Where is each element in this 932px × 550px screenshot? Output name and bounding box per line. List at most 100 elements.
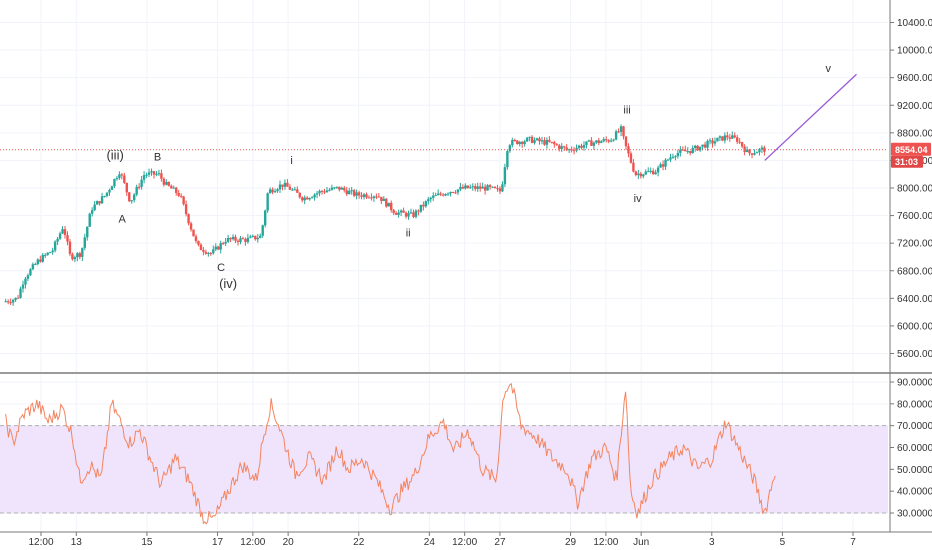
candle <box>135 184 138 197</box>
candle-body <box>234 236 237 241</box>
candle-body <box>642 174 645 177</box>
candle-body <box>214 246 217 250</box>
candle-body <box>417 210 420 212</box>
candle-body <box>703 144 707 148</box>
candle-body <box>745 149 749 152</box>
candle-body <box>179 195 183 197</box>
candle-body <box>382 198 386 201</box>
candle <box>370 193 373 201</box>
candle-body <box>150 171 153 173</box>
candle <box>402 207 405 213</box>
candle-body <box>508 145 512 152</box>
candle <box>745 146 749 153</box>
candle-body <box>39 259 42 262</box>
candle-body <box>380 196 383 201</box>
candle-body <box>263 210 267 226</box>
candle <box>86 226 89 241</box>
candle-body <box>760 147 764 150</box>
candle-body <box>711 140 714 144</box>
candle-body <box>518 141 521 145</box>
candle <box>602 137 605 143</box>
candle-body <box>308 198 311 200</box>
candle <box>394 211 398 215</box>
candle-body <box>315 193 319 195</box>
candle <box>553 140 556 148</box>
candle <box>693 144 697 152</box>
candle <box>758 147 761 156</box>
candle <box>476 182 479 192</box>
candle-body <box>217 246 220 250</box>
candle <box>691 145 694 154</box>
candle <box>481 182 484 189</box>
candle-body <box>639 173 643 177</box>
candle-body <box>506 151 509 168</box>
candle <box>41 252 44 263</box>
candle-body <box>706 140 709 148</box>
candle <box>748 148 751 156</box>
candle <box>760 145 764 154</box>
candle-body <box>202 250 205 252</box>
candle-body <box>348 190 351 195</box>
time-tick-label: 24 <box>424 537 436 548</box>
candle-body <box>637 173 640 176</box>
candle-body <box>545 139 549 145</box>
candle <box>301 196 304 203</box>
candle-body <box>86 226 89 238</box>
rsi-band <box>0 425 888 513</box>
candle-body <box>691 147 694 153</box>
candle-body <box>172 187 175 189</box>
time-tick-label: 15 <box>141 537 153 548</box>
countdown-value: 31:03 <box>895 157 918 167</box>
candle-body <box>402 210 405 213</box>
candle-body <box>135 186 138 195</box>
candle <box>647 167 650 173</box>
candle-body <box>523 141 526 144</box>
candle <box>619 124 623 137</box>
price-axis[interactable]: 10400.0010000.009600.009200.008800.00840… <box>890 18 932 360</box>
candle-body <box>239 238 242 243</box>
candle-body <box>404 212 408 217</box>
candle <box>259 233 262 239</box>
candle-body <box>548 139 551 142</box>
candle <box>58 231 62 240</box>
candle <box>649 167 652 174</box>
candle-body <box>330 187 334 190</box>
candle-body <box>444 194 447 196</box>
candle <box>160 169 163 182</box>
candle-body <box>73 257 77 260</box>
candle-body <box>464 185 467 189</box>
candle <box>130 200 133 204</box>
candle-body <box>160 173 163 179</box>
candle <box>706 139 709 151</box>
candle <box>162 177 166 187</box>
candle <box>585 141 588 149</box>
candle <box>98 201 101 206</box>
candle <box>506 150 509 170</box>
rsi-axis[interactable]: 90.00000 80.00000 70.00000 60.00000 50.00000… <box>890 378 932 520</box>
candle <box>239 236 242 245</box>
candle <box>21 280 25 293</box>
candle <box>179 193 183 199</box>
candle <box>338 186 341 192</box>
candle <box>614 129 618 141</box>
candle-body <box>530 136 534 143</box>
price-tick-label: 5600.00 <box>897 349 932 360</box>
candle <box>187 213 190 226</box>
wave-label: A <box>119 213 127 225</box>
candle-body <box>219 243 222 250</box>
candle-body <box>310 197 314 199</box>
candle <box>508 143 512 153</box>
candle-body <box>622 126 625 137</box>
candle-body <box>320 190 324 192</box>
candle <box>642 173 645 179</box>
candle <box>175 186 178 196</box>
candle-body <box>469 187 472 189</box>
time-axis[interactable]: 12:00 13 15 17 12:00 20 22 24 12:00 27 29 12:00 Jun 3… <box>28 532 856 548</box>
candle <box>392 208 395 216</box>
candle-body <box>90 210 94 214</box>
candle <box>609 137 613 143</box>
candle-body <box>83 237 86 248</box>
wave-label: iv <box>634 193 642 205</box>
candle <box>63 225 67 239</box>
